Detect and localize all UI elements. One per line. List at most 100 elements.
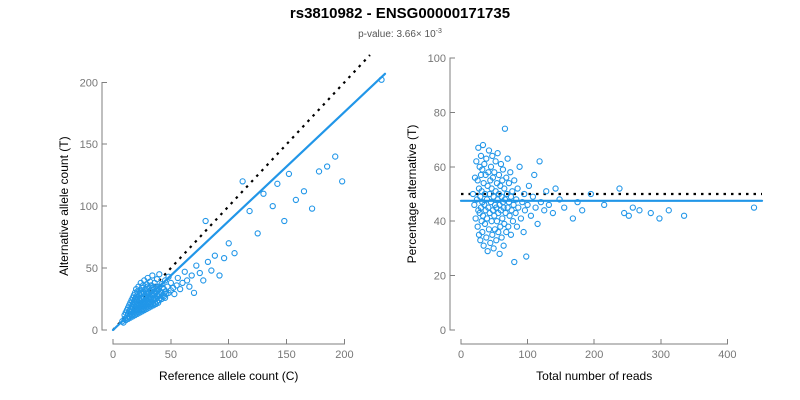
data-point <box>511 177 518 184</box>
data-point <box>499 166 507 173</box>
data-point <box>497 160 505 168</box>
right-x-axis-title: Total number of reads <box>536 369 652 383</box>
data-point <box>500 242 507 249</box>
data-point <box>552 185 559 192</box>
data-point <box>498 234 505 241</box>
data-point <box>490 245 497 252</box>
data-point <box>475 144 482 151</box>
data-point <box>556 196 563 203</box>
left-x-tick-label-1: 50 <box>165 349 177 361</box>
right-x-tick-label-3: 300 <box>652 349 670 361</box>
data-point <box>480 242 487 249</box>
data-point <box>750 204 758 211</box>
data-point <box>171 290 178 298</box>
data-point <box>485 147 493 154</box>
data-point <box>479 141 487 149</box>
data-point <box>519 199 526 206</box>
data-point <box>587 190 595 198</box>
data-point <box>561 204 568 211</box>
data-point <box>496 250 503 257</box>
data-point <box>501 185 508 192</box>
data-point <box>489 231 496 238</box>
data-point <box>483 155 490 162</box>
data-point <box>494 150 501 157</box>
data-point <box>211 252 219 259</box>
data-point <box>636 207 643 214</box>
data-point <box>536 158 543 165</box>
data-point <box>153 276 161 283</box>
data-point <box>190 289 198 296</box>
data-point <box>601 201 608 209</box>
data-point <box>489 152 496 160</box>
data-point <box>500 204 507 211</box>
data-point <box>484 247 491 255</box>
data-point <box>216 272 223 279</box>
data-point <box>281 217 288 225</box>
data-point <box>485 169 492 176</box>
data-point <box>512 209 519 217</box>
subtitle-prefix: p-value: 3.66× 10 <box>358 29 436 40</box>
left-x-tick-label-4: 200 <box>335 349 353 361</box>
data-point <box>181 268 188 275</box>
data-point <box>479 166 486 173</box>
data-point <box>520 228 527 236</box>
left-y-tick-label-4: 200 <box>80 77 98 89</box>
left-y-axis-title: Alternative allele count (T) <box>57 136 71 275</box>
data-point <box>485 226 493 233</box>
left-y-tick-label-1: 50 <box>86 263 98 275</box>
data-point <box>220 254 228 262</box>
data-point <box>487 163 495 170</box>
data-point <box>165 273 172 280</box>
data-point <box>202 217 209 225</box>
data-point <box>479 228 486 236</box>
data-point <box>161 294 169 301</box>
data-point <box>481 220 489 228</box>
left-x-tick-label-3: 150 <box>277 349 295 361</box>
data-point <box>505 223 512 230</box>
data-point <box>196 269 203 277</box>
figure-title: rs3810982 - ENSG00000171735 <box>290 5 510 22</box>
data-point <box>477 152 485 160</box>
data-point <box>477 237 484 244</box>
data-point <box>332 153 339 160</box>
data-point <box>483 215 491 222</box>
data-point <box>629 204 636 211</box>
data-point <box>493 218 501 225</box>
figure-subtitle: p-value: 3.66× 10-3 <box>358 28 442 40</box>
left-points <box>119 76 385 326</box>
data-point <box>174 274 181 282</box>
data-point <box>503 174 510 181</box>
data-point <box>569 215 577 222</box>
data-point <box>513 196 520 203</box>
data-point <box>472 215 479 222</box>
left-x-tick-label-2: 100 <box>220 349 238 361</box>
data-point <box>225 240 232 247</box>
data-point <box>509 188 516 195</box>
data-point <box>481 160 488 168</box>
left-x-axis-title: Reference allele count (C) <box>159 369 298 383</box>
right-x-tick-label-4: 400 <box>718 349 736 361</box>
data-point <box>204 258 212 266</box>
subtitle-exponent: -3 <box>436 28 442 35</box>
data-point <box>515 204 522 211</box>
data-point <box>616 185 623 192</box>
data-point <box>503 228 510 236</box>
data-point <box>665 207 672 214</box>
right-points <box>469 125 758 266</box>
right-y-tick-label-2: 40 <box>434 216 446 228</box>
right-y-tick-label-5: 100 <box>428 53 446 65</box>
data-point <box>164 283 171 290</box>
data-point <box>625 212 632 219</box>
data-point <box>537 199 545 206</box>
data-point <box>495 171 503 179</box>
data-point <box>579 207 586 214</box>
data-point <box>505 179 513 187</box>
data-point <box>511 258 518 266</box>
data-point <box>549 209 557 217</box>
right-x-tick-label-2: 200 <box>585 349 603 361</box>
data-point <box>524 201 531 209</box>
data-point <box>300 188 308 195</box>
left-x-tick-label-0: 0 <box>110 349 116 361</box>
data-point <box>269 202 276 210</box>
